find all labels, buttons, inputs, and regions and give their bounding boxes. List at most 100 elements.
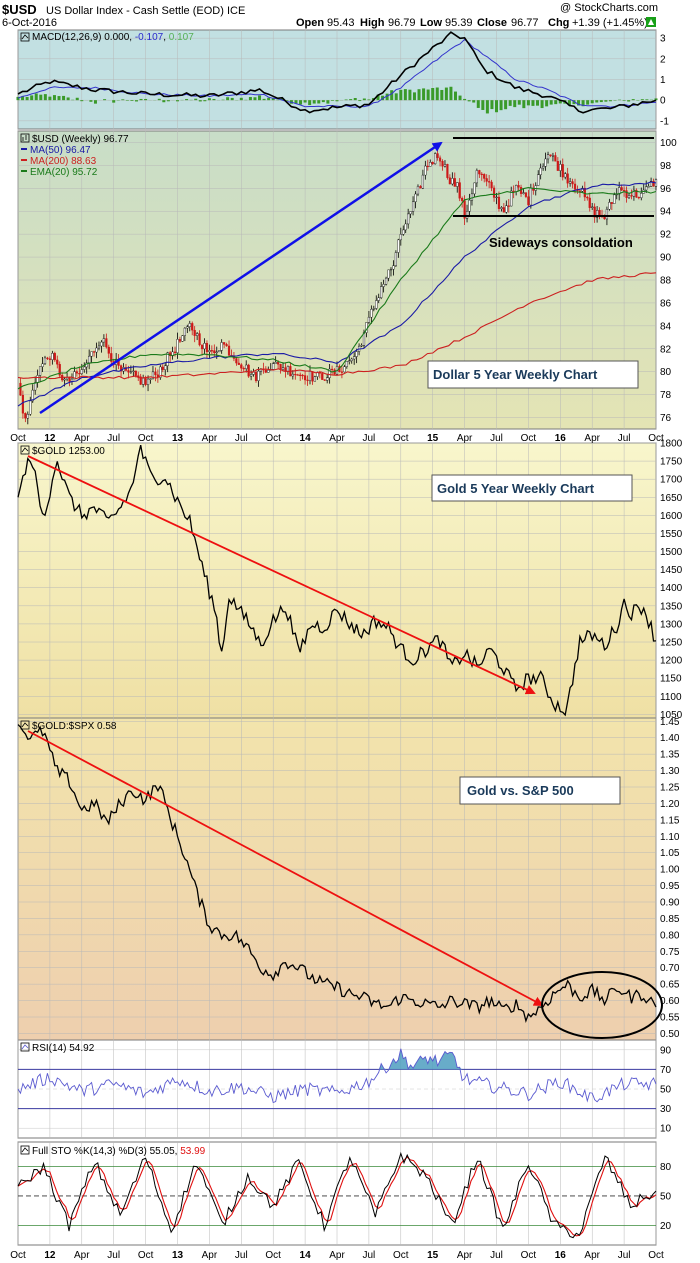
usd-candle-body bbox=[144, 378, 147, 386]
gridlines bbox=[17, 30, 657, 1245]
header-description: US Dollar Index - Cash Settle (EOD) ICE bbox=[46, 5, 245, 17]
rsi-label: RSI(14) 54.92 bbox=[32, 1043, 95, 1054]
usd-candle-body bbox=[41, 363, 44, 367]
usd-candle-body bbox=[203, 343, 206, 350]
usd-candle-body bbox=[375, 300, 378, 309]
macd-tick-label: 2 bbox=[660, 54, 666, 65]
usd-candle-body bbox=[75, 371, 78, 374]
y-axis-ticks: 3210-11009896949290888684828078761800175… bbox=[660, 34, 683, 1232]
usd-time-label: 13 bbox=[172, 433, 184, 444]
usd-candle-body bbox=[213, 350, 216, 354]
usd-candle-body bbox=[304, 375, 307, 381]
data-series bbox=[16, 31, 658, 1239]
usd-candle-body bbox=[542, 166, 545, 169]
usd-tick-label: 82 bbox=[660, 344, 672, 355]
usd-candle-body bbox=[566, 173, 569, 184]
usd-candle-body bbox=[404, 223, 407, 231]
gold-tick-label: 1700 bbox=[660, 475, 683, 486]
gold-label: $GOLD 1253.00 bbox=[32, 446, 105, 457]
ratio-title-box bbox=[459, 776, 621, 805]
usd-candle-body bbox=[569, 181, 572, 184]
usd-candle-body bbox=[36, 375, 39, 383]
usd-candle-body bbox=[402, 229, 405, 235]
usd-candle-body bbox=[613, 194, 616, 204]
usd-time-label: Apr bbox=[74, 433, 90, 444]
usd-candle-body bbox=[88, 355, 91, 364]
usd-candle-body bbox=[488, 181, 491, 183]
usd-candle-body bbox=[608, 202, 611, 210]
usd-tick-label: 80 bbox=[660, 367, 672, 378]
usd-candle-body bbox=[588, 197, 591, 208]
usd-candle-body bbox=[215, 351, 218, 354]
usd-time-label: Jul bbox=[490, 433, 503, 444]
usd-candle-body bbox=[274, 362, 277, 364]
close-label: Close bbox=[477, 17, 507, 29]
ratio-trend-arrow bbox=[27, 730, 544, 1006]
usd-candle-body bbox=[51, 353, 54, 360]
usd-candle-body bbox=[240, 364, 243, 369]
usd-candle-body bbox=[296, 374, 299, 376]
ratio-tick-label: 0.50 bbox=[660, 1029, 680, 1040]
usd-candle-body bbox=[478, 170, 481, 175]
usd-candle-body bbox=[500, 207, 503, 209]
usd-candle-body bbox=[578, 190, 582, 192]
usd-candle-body bbox=[436, 153, 439, 159]
usd-candle-body bbox=[416, 186, 420, 195]
rsi-tick-label: 10 bbox=[660, 1124, 672, 1135]
usd-candle-body bbox=[426, 165, 429, 168]
usd-candle-body bbox=[196, 333, 199, 336]
usd-candle-body bbox=[31, 389, 34, 402]
usd-candle-body bbox=[21, 395, 25, 414]
usd-candle-body bbox=[367, 316, 370, 323]
bottom-time-label: 16 bbox=[555, 1250, 567, 1261]
usd-candle-body bbox=[392, 265, 395, 270]
bottom-time-label: Oct bbox=[265, 1250, 281, 1261]
usd-candle-body bbox=[377, 297, 380, 301]
usd-candle-body bbox=[183, 327, 186, 336]
high-value: 96.79 bbox=[388, 17, 416, 29]
usd-candle-body bbox=[382, 284, 385, 287]
usd-candle-body bbox=[100, 341, 103, 347]
usd-candle-body bbox=[53, 353, 56, 361]
usd-candle-body bbox=[107, 346, 110, 354]
usd-candle-body bbox=[522, 192, 525, 194]
usd-candle-body bbox=[475, 170, 478, 184]
usd-annotation: Sideways consoldation bbox=[489, 235, 633, 250]
chg-up-icon bbox=[646, 17, 656, 27]
usd-candle-body bbox=[414, 193, 417, 203]
usd-candle-body bbox=[38, 366, 42, 376]
usd-candle-body bbox=[407, 213, 410, 225]
usd-candle-body bbox=[264, 369, 267, 373]
usd-legend-icon bbox=[20, 133, 30, 143]
usd-candle-body bbox=[429, 162, 432, 167]
chg-label: Chg bbox=[548, 17, 569, 29]
bottom-time-label: 15 bbox=[427, 1250, 439, 1261]
macd-tick-label: 0 bbox=[660, 96, 666, 107]
usd-candle-body bbox=[340, 371, 344, 373]
gold-tick-label: 1550 bbox=[660, 529, 683, 540]
usd-time-label: Jul bbox=[235, 433, 248, 444]
ma200-swatch bbox=[21, 159, 27, 161]
usd-candle-body bbox=[409, 211, 412, 215]
usd-candle-body bbox=[554, 155, 557, 162]
usd-candle-body bbox=[178, 339, 182, 342]
macd-label: MACD(12,26,9) 0.000, -0.107, 0.107 bbox=[32, 32, 194, 43]
usd-candle-body bbox=[389, 268, 393, 271]
usd-candle-body bbox=[323, 379, 326, 381]
usd-candle-body bbox=[529, 187, 532, 206]
usd-candle-body bbox=[146, 378, 150, 386]
gold-tick-label: 1050 bbox=[660, 710, 683, 721]
usd-candle-body bbox=[279, 363, 282, 370]
sto-tick-label: 20 bbox=[660, 1221, 672, 1232]
bottom-time-label: Jul bbox=[107, 1250, 120, 1261]
gold-tick-label: 1100 bbox=[660, 692, 682, 703]
usd-candle-body bbox=[139, 376, 142, 385]
usd-candle-body bbox=[490, 181, 493, 189]
ratio-tick-label: 1.25 bbox=[660, 783, 680, 794]
ratio-legend-icon bbox=[20, 720, 30, 730]
usd-candle-body bbox=[277, 362, 280, 365]
usd-candle-body bbox=[235, 358, 238, 364]
macd-tick-label: 1 bbox=[660, 75, 666, 86]
usd-candle-body bbox=[571, 181, 574, 185]
ratio-tick-label: 1.45 bbox=[660, 717, 680, 728]
